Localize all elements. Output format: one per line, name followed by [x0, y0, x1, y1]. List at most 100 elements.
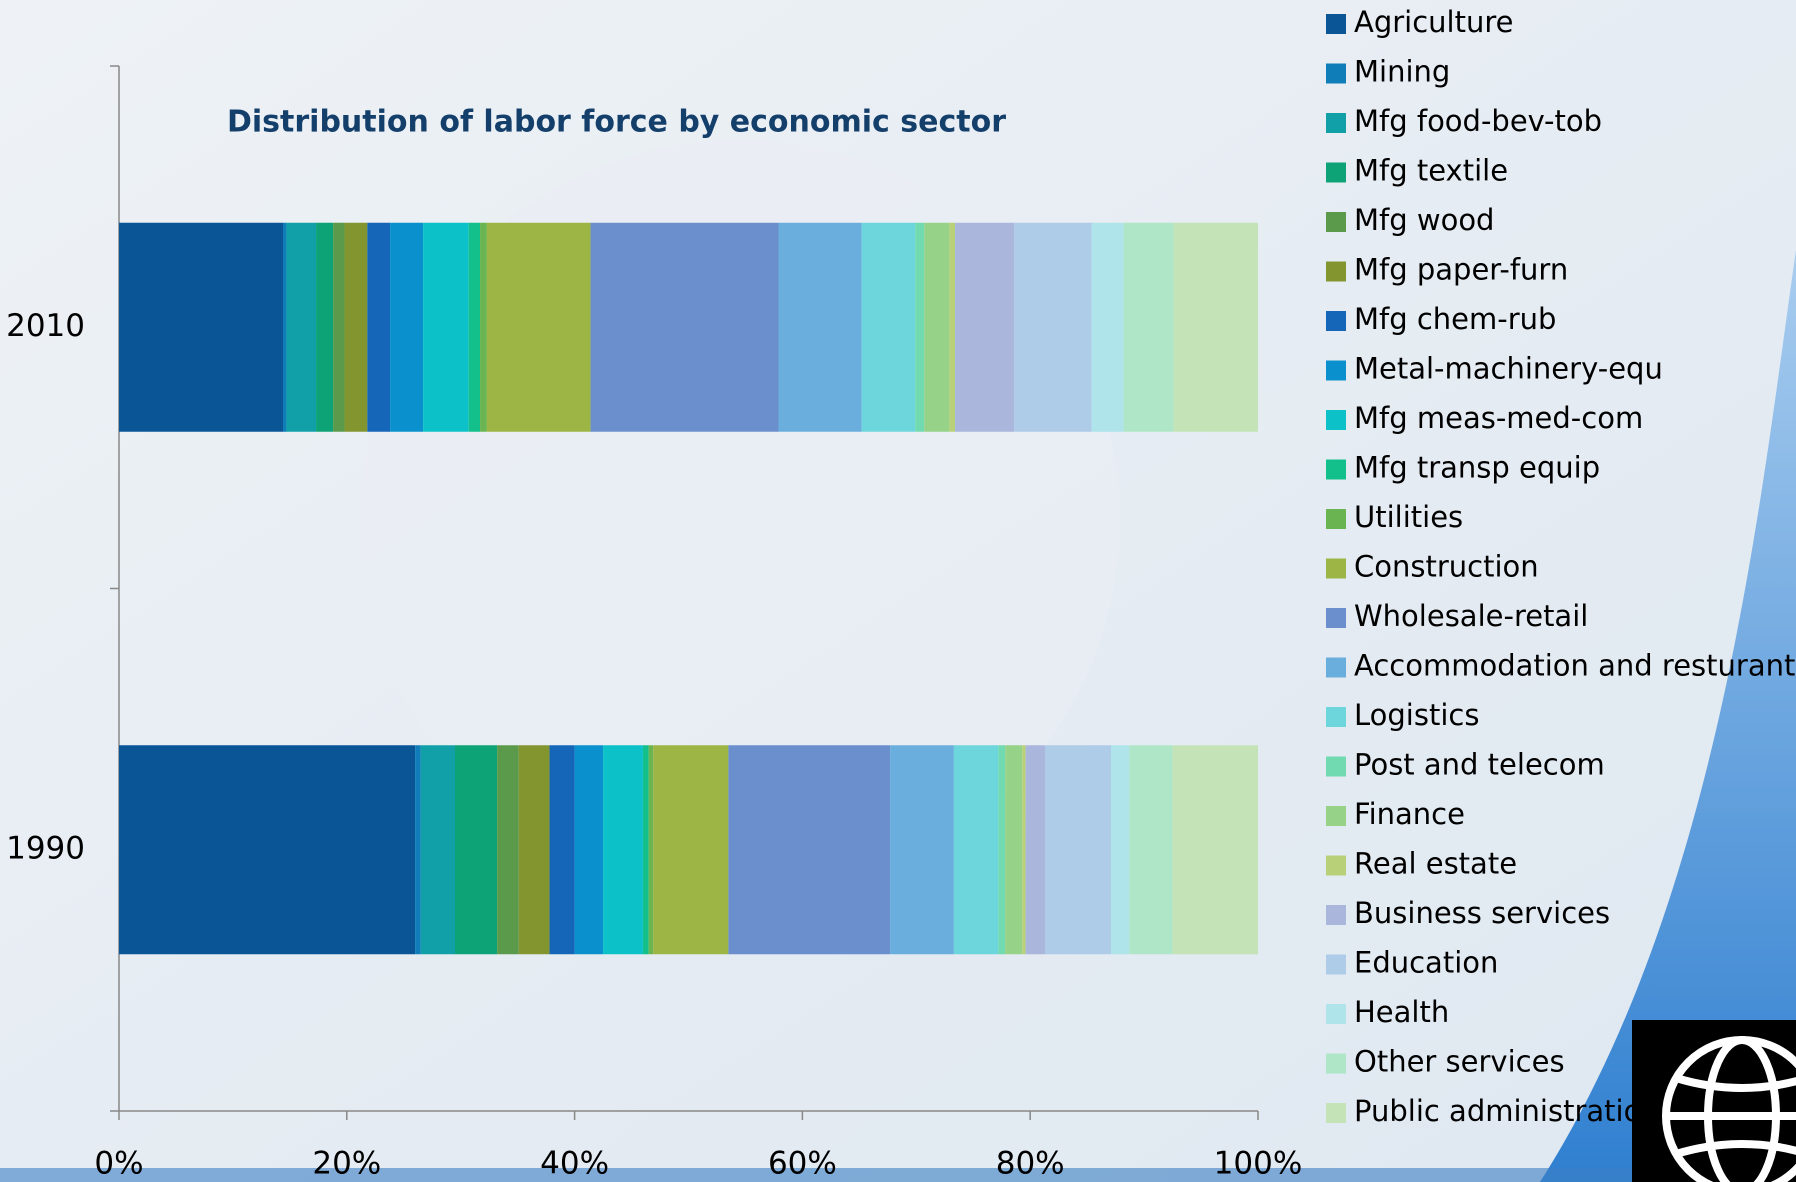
bar-segment: [953, 745, 999, 955]
x-tick-label: 60%: [768, 1146, 837, 1182]
bar-segment: [1173, 222, 1258, 432]
legend-swatch: [1326, 608, 1346, 628]
bar-segment: [283, 222, 287, 432]
legend-swatch: [1326, 905, 1346, 925]
x-tick-label: 100%: [1214, 1146, 1303, 1182]
chart-title: Distribution of labor force by economic …: [227, 105, 1006, 140]
bar-segment: [333, 222, 345, 432]
bar-segment: [915, 222, 925, 432]
legend-swatch: [1326, 14, 1346, 34]
legend-label: Mfg wood: [1354, 203, 1494, 237]
swoosh: [1540, 250, 1796, 1182]
legend-swatch: [1326, 707, 1346, 727]
bar-segment: [778, 222, 862, 432]
bar-segment: [998, 745, 1006, 955]
legend-label: Business services: [1354, 896, 1610, 930]
legend-label: Other services: [1354, 1045, 1565, 1079]
legend-swatch: [1326, 509, 1346, 529]
bar-segment: [1091, 222, 1124, 432]
legend-swatch: [1326, 261, 1346, 282]
bar-segment: [119, 222, 284, 432]
legend-swatch: [1326, 1004, 1346, 1024]
bar-segment: [1045, 745, 1112, 955]
bar-segment: [949, 222, 956, 432]
bar-segment: [1025, 745, 1046, 955]
legend-label: Mfg transp equip: [1354, 451, 1600, 485]
legend-label: Post and telecom: [1354, 748, 1605, 782]
legend-swatch: [1326, 954, 1346, 975]
plot: 0% 20% 40% 60% 80% 100% 2010 1990 Agriculture Min…: [6, 5, 1795, 1182]
legend-label: Accommodation and resturant: [1354, 649, 1795, 683]
legend-swatch: [1326, 657, 1346, 678]
legend-label: Health: [1354, 995, 1449, 1029]
legend-label: Construction: [1354, 550, 1539, 584]
bar-segment: [955, 222, 1015, 432]
legend-swatch: [1326, 410, 1346, 430]
legend-swatch: [1326, 806, 1346, 826]
bar-segment: [344, 222, 368, 432]
bar-segment: [549, 745, 575, 955]
legend-swatch: [1326, 459, 1346, 480]
legend-label: Mining: [1354, 55, 1450, 89]
bar-segment: [390, 222, 424, 432]
bar-segment: [603, 745, 643, 955]
bar-segment: [1111, 745, 1130, 955]
legend-label: Utilities: [1354, 500, 1463, 534]
bar-segment: [653, 745, 729, 955]
bar-segment: [1014, 222, 1092, 432]
bar-segment: [316, 222, 334, 432]
x-tick-label: 0%: [94, 1146, 143, 1182]
bar-segment: [1005, 745, 1023, 955]
bar-segment: [574, 745, 604, 955]
bar-segment: [518, 745, 550, 955]
legend-swatch: [1326, 855, 1346, 876]
bar-segment: [648, 745, 654, 955]
legend-label: Mfg chem-rub: [1354, 302, 1556, 336]
bar-segment: [486, 222, 591, 432]
bar-segment: [455, 745, 498, 955]
bar-segment: [1129, 745, 1173, 955]
bar-segment: [119, 745, 416, 955]
y-tick-label: 1990: [6, 830, 85, 866]
legend-swatch: [1326, 558, 1346, 579]
legend-label: Education: [1354, 946, 1498, 980]
x-tick-label: 80%: [996, 1146, 1065, 1182]
legend-swatch: [1326, 1053, 1346, 1074]
bar-segment: [861, 222, 916, 432]
legend-swatch: [1326, 162, 1346, 183]
x-tick-label: 40%: [540, 1146, 609, 1182]
bar-segment: [480, 222, 487, 432]
legend-label: Finance: [1354, 797, 1465, 831]
bar-segment: [642, 745, 649, 955]
bar-segment: [497, 745, 519, 955]
bar-segment: [423, 222, 469, 432]
legend-label: Mfg food-bev-tob: [1354, 104, 1602, 138]
legend-swatch: [1326, 113, 1346, 133]
legend-label: Mfg textile: [1354, 154, 1508, 188]
legend-label: Mfg paper-furn: [1354, 253, 1568, 287]
legend-label: Agriculture: [1354, 5, 1514, 39]
legend-swatch: [1326, 1103, 1346, 1123]
legend-swatch: [1326, 360, 1346, 381]
bar-segment: [590, 222, 779, 432]
bar-segment: [286, 222, 317, 432]
bar-segment: [367, 222, 391, 432]
legend-swatch: [1326, 311, 1346, 331]
bar-segment: [890, 745, 954, 955]
y-tick-label: 2010: [6, 308, 85, 344]
legend-swatch: [1326, 212, 1346, 232]
legend-label: Metal-machinery-equ: [1354, 352, 1663, 386]
logo: [1632, 1020, 1796, 1182]
bar-segment: [924, 222, 950, 432]
bar-segment: [1172, 745, 1258, 955]
bar-segment: [728, 745, 891, 955]
bottom-band: [0, 1168, 1796, 1182]
legend-label: Real estate: [1354, 847, 1517, 881]
bar-segment: [1123, 222, 1174, 432]
legend-swatch: [1326, 63, 1346, 84]
legend-label: Mfg meas-med-com: [1354, 401, 1643, 435]
bar-segment: [468, 222, 481, 432]
legend-label: Public administration: [1354, 1094, 1660, 1128]
logo-globe: [1662, 1036, 1796, 1182]
